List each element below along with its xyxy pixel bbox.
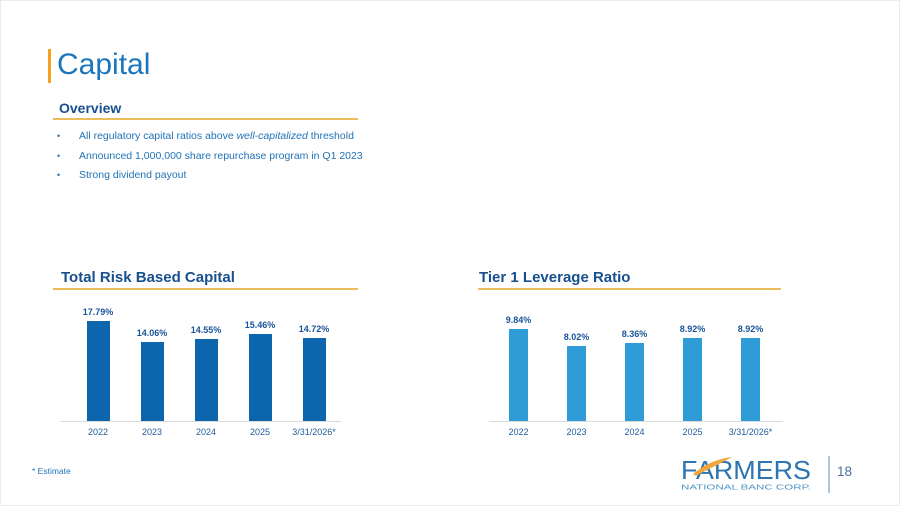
chart-total-risk-based-capital: 17.79% 2022 14.06% 2023 14.55% 2024 15.46% 2025… [60, 301, 341, 437]
bar-category-label: 2022 [87, 427, 109, 437]
bullet-text: Strong dividend payout [79, 169, 187, 181]
bullet-text: Announced 1,000,000 share repurchase pro… [79, 149, 363, 162]
bar-value-label: 15.46% [244, 320, 276, 330]
bullet-marker: • [57, 170, 61, 180]
bar-2022 [509, 329, 528, 421]
bullet-item-0: • All regulatory capital ratios above wel… [57, 131, 417, 142]
bar-category-label: 3/31/2026* [728, 427, 773, 437]
bar-2023 [567, 346, 586, 421]
bar-category-label: 2025 [682, 427, 703, 437]
bar-2024 [625, 343, 644, 421]
bullet-text: All regulatory capital ratios above well… [79, 130, 354, 142]
farmers-logo: FARMERS NATIONAL BANC CORP. [681, 455, 811, 492]
page-number: 18 [837, 464, 853, 479]
bar-value-label: 14.55% [190, 325, 222, 335]
bar-category-label: 2025 [249, 427, 271, 437]
bar-2023 [140, 342, 164, 421]
chart-title-tier-1-leverage-ratio: Tier 1 Leverage Ratio [479, 269, 631, 286]
bar-2025 [683, 338, 702, 421]
bar-2025 [248, 334, 272, 421]
bar-value-label: 8.02% [563, 332, 590, 342]
bar-category-label: 2023 [141, 427, 163, 437]
bar-2024 [194, 339, 218, 421]
bar-value-label: 17.79% [82, 307, 114, 317]
estimate-footnote: * Estimate [32, 466, 71, 476]
logo-tagline-text: NATIONAL BANC CORP. [681, 483, 811, 492]
overview-heading: Overview [59, 100, 122, 116]
bullet-item-2: • Strong dividend payout [57, 170, 417, 181]
bullet-marker: • [57, 150, 61, 161]
overview-bullets: • All regulatory capital ratios above wel… [57, 131, 417, 190]
chart-title-total-risk-based-capital: Total Risk Based Capital [61, 269, 235, 286]
title-accent-bar [48, 49, 51, 83]
bar-3312026 [302, 338, 326, 421]
bar-category-label: 2022 [508, 427, 529, 437]
bar-category-label: 2024 [195, 427, 217, 437]
bar-category-label: 2024 [624, 427, 645, 437]
bullet-marker: • [57, 131, 61, 141]
bar-category-label: 3/31/2026* [292, 427, 336, 437]
bar-value-label: 8.92% [737, 324, 764, 334]
bar-3312026 [741, 338, 760, 421]
overview-rule [53, 118, 358, 120]
chart-tier-1-leverage-ratio: 9.84% 2022 8.02% 2023 8.36% 2024 8.92% 2025 8.92… [489, 301, 783, 437]
bar-2022 [86, 321, 110, 421]
chart-rule-total-risk-based-capital [53, 288, 358, 290]
footer-divider [828, 456, 830, 493]
bar-value-label: 14.72% [298, 324, 330, 334]
page-title: Capital [57, 48, 151, 81]
chart-rule-tier-1-leverage-ratio [478, 288, 781, 290]
bar-category-label: 2023 [566, 427, 587, 437]
bar-value-label: 9.84% [505, 315, 532, 325]
bar-value-label: 8.36% [621, 329, 648, 339]
bar-value-label: 14.06% [136, 328, 168, 338]
bullet-item-1: • Announced 1,000,000 share repurchase pr… [57, 149, 417, 162]
wheat-leaf-icon [693, 457, 732, 476]
bar-value-label: 8.92% [679, 324, 706, 334]
